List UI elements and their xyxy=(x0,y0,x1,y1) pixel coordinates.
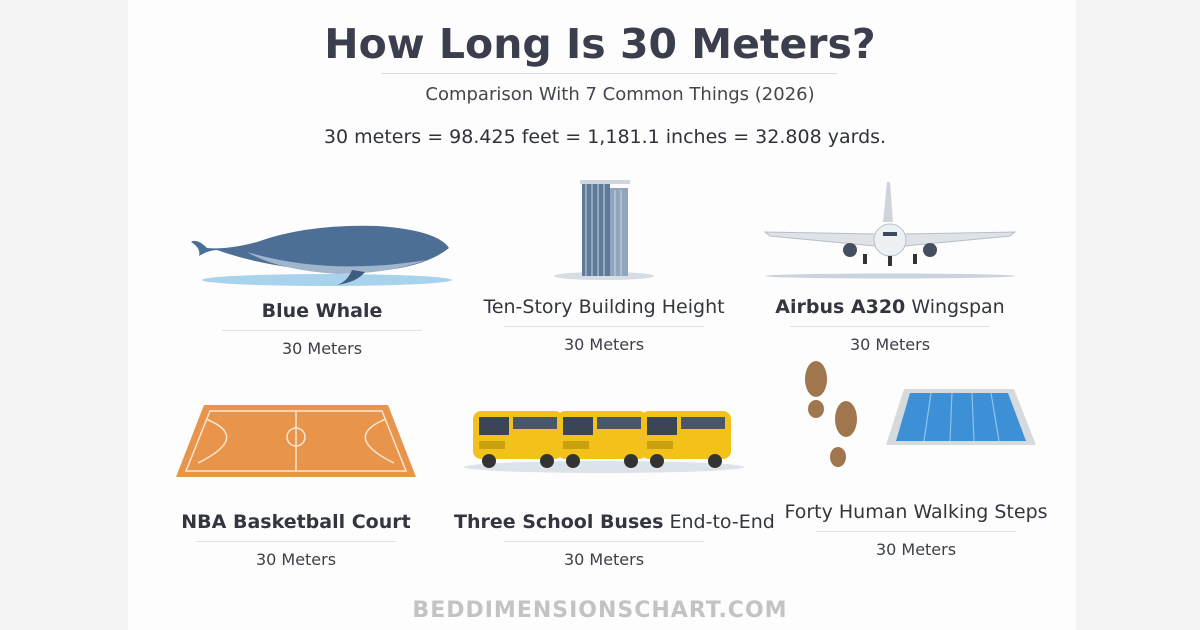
page-title: How Long Is 30 Meters? xyxy=(324,20,876,68)
basketball-court-icon xyxy=(146,375,446,485)
item-name: Forty Human Walking Steps xyxy=(784,501,1048,523)
building-icon xyxy=(454,172,754,282)
item-divider xyxy=(816,531,1016,532)
item-divider xyxy=(196,541,396,542)
site-watermark: BEDDIMENSIONSCHART.COM xyxy=(412,598,788,623)
airplane-icon xyxy=(740,172,1040,282)
item-ten-story-building: Ten-Story Building Height 30 Meters xyxy=(454,172,754,354)
item-value: 30 Meters xyxy=(281,339,363,358)
item-nba-basketball-court: NBA Basketball Court 30 Meters xyxy=(146,375,446,569)
item-value: 30 Meters xyxy=(255,550,337,569)
item-value: 30 Meters xyxy=(563,550,645,569)
item-name: Airbus A320 Wingspan xyxy=(775,296,1005,318)
item-value: 30 Meters xyxy=(875,540,957,559)
item-value: 30 Meters xyxy=(563,335,645,354)
item-value: 30 Meters xyxy=(849,335,931,354)
item-three-school-buses: Three School Buses End-to-End 30 Meters xyxy=(454,375,775,569)
page-subtitle: Comparison With 7 Common Things (2026) xyxy=(425,84,815,105)
item-divider xyxy=(222,330,422,331)
item-airbus-a320: Airbus A320 Wingspan 30 Meters xyxy=(740,172,1040,354)
item-name: NBA Basketball Court xyxy=(181,511,411,533)
item-blue-whale: Blue Whale 30 Meters xyxy=(172,180,472,358)
item-divider xyxy=(504,541,704,542)
item-divider xyxy=(790,326,990,327)
school-buses-icon xyxy=(454,375,754,485)
item-name: Ten-Story Building Height xyxy=(483,296,725,318)
footprints-pool-icon xyxy=(766,361,1066,485)
blue-whale-icon xyxy=(172,180,472,290)
item-divider xyxy=(504,326,704,327)
item-name: Blue Whale xyxy=(261,300,383,322)
title-divider xyxy=(382,73,837,74)
content-panel xyxy=(128,0,1076,630)
item-name: Three School Buses End-to-End xyxy=(454,511,775,533)
conversion-text: 30 meters = 98.425 feet = 1,181.1 inches… xyxy=(323,126,887,148)
item-forty-walking-steps: Forty Human Walking Steps 30 Meters xyxy=(766,361,1066,559)
